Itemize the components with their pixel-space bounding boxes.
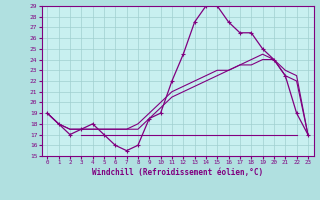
X-axis label: Windchill (Refroidissement éolien,°C): Windchill (Refroidissement éolien,°C) (92, 168, 263, 177)
